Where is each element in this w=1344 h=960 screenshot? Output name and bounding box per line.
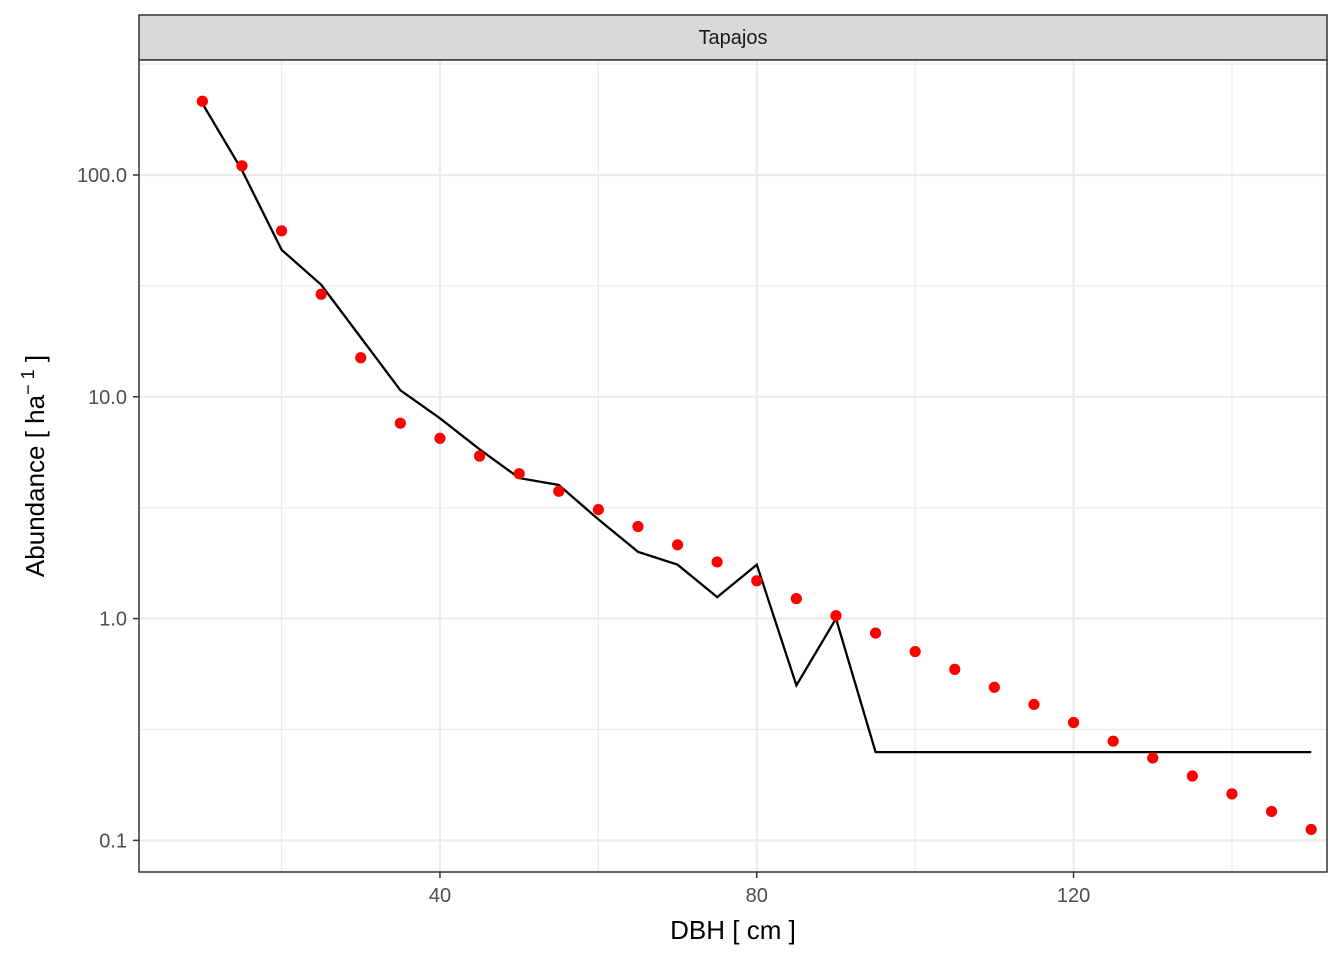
data-point [1067,716,1080,729]
x-axis-title: DBH [ cm ] [670,915,796,945]
data-point [355,352,367,364]
line-series [201,102,1312,754]
data-point [949,663,961,675]
x-tick-label: 40 [429,885,451,907]
data-point [1226,788,1238,800]
data-point [671,539,684,551]
data-point [434,432,446,444]
data-point [711,556,723,568]
data-point [315,288,327,300]
data-point [1265,805,1278,818]
y-axis-title-prefix: Abundance [ ha [20,394,50,577]
x-axis: 40 80 120 [429,872,1090,907]
y-tick-label: 10.0 [88,387,127,409]
y-tick-label: 1.0 [99,609,127,631]
data-point [909,645,921,658]
x-tick-label: 80 [746,885,768,907]
y-tick-label: 0.1 [99,830,127,852]
data-point [1186,770,1198,782]
fitted-line [201,102,1312,754]
plot-panel [139,60,1327,872]
data-point [592,503,604,516]
point-series [196,95,1317,836]
facet-strip: Tapajos [138,14,1328,61]
data-point [1305,823,1317,836]
data-point [553,485,565,497]
data-point [1107,735,1119,747]
data-point [632,520,644,533]
y-axis: 0.1 1.0 10.0 100.0 [77,165,139,852]
data-point [790,593,802,605]
plot-panel-border [138,59,1328,873]
data-point [869,627,882,639]
data-point [1028,698,1040,711]
data-point [751,575,763,587]
y-axis-title: Abundance [ ha− 1 ] [18,355,50,577]
facet-strip-background [138,14,1328,61]
y-axis-title-superscript: − 1 [18,369,38,395]
data-point [236,160,248,172]
y-tick-label: 100.0 [77,165,127,187]
data-point [1147,752,1159,764]
data-point [513,468,525,480]
data-point [473,450,486,462]
data-point [275,225,288,237]
data-point [988,681,1000,693]
facet-strip-label: Tapajos [699,27,768,49]
data-point [830,610,842,622]
y-axis-title-suffix: ] [20,355,50,369]
grid-lines [139,60,1327,872]
data-point [394,417,406,429]
data-point [196,95,208,107]
x-tick-label: 120 [1057,885,1090,907]
